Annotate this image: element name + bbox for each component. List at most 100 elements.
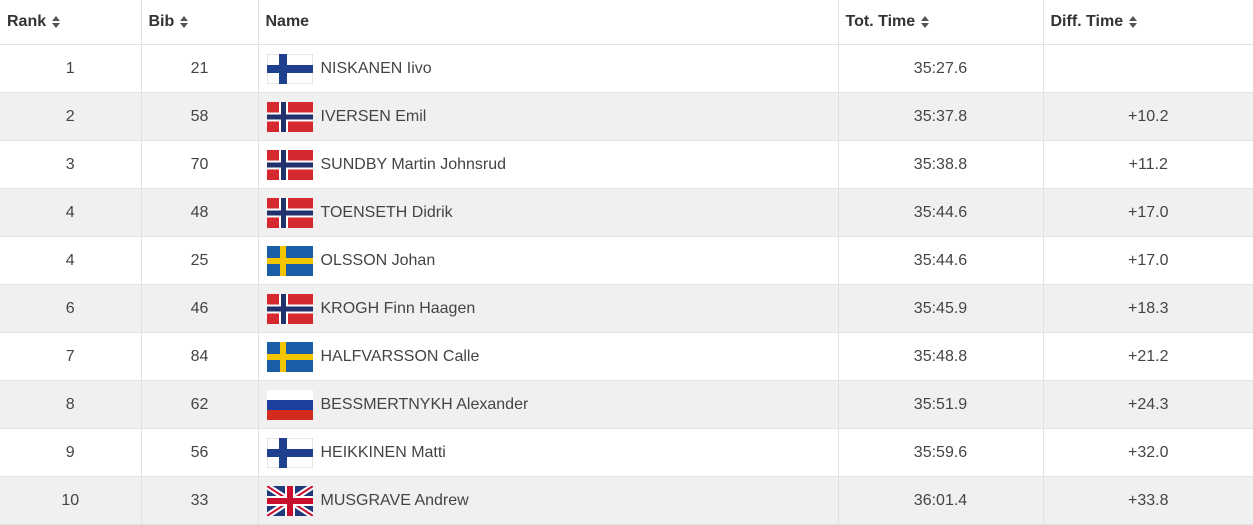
- country-flag: [267, 342, 313, 372]
- cell-text: 35:38.8: [913, 155, 968, 173]
- time-cell: 36:01.4: [838, 476, 1044, 525]
- bib-cell: 21: [141, 44, 259, 93]
- cell-text: 70: [190, 155, 209, 173]
- time-cell: 35:37.8: [838, 92, 1044, 141]
- column-header[interactable]: Diff. Time: [1043, 0, 1253, 45]
- time-cell: 35:59.6: [838, 428, 1044, 477]
- bib-cell: 48: [141, 188, 259, 237]
- diff-cell: +33.8: [1043, 476, 1253, 525]
- country-flag: [267, 198, 313, 228]
- table-body: 1 21 NISKANEN Iivo 35:27.6 2 58 IVERSEN Emil 35…: [0, 44, 1253, 525]
- time-cell: 35:27.6: [838, 44, 1044, 93]
- cell-text: +10.2: [1128, 107, 1169, 125]
- bib-cell: 33: [141, 476, 259, 525]
- cell-text: 1: [65, 59, 75, 77]
- cell-text: 58: [190, 107, 209, 125]
- sort-icon: [921, 15, 930, 28]
- time-cell: 35:38.8: [838, 140, 1044, 189]
- name-cell: TOENSETH Didrik: [258, 188, 839, 237]
- country-flag: [267, 54, 313, 84]
- sort-icon: [52, 15, 61, 28]
- cell-text: SUNDBY Martin Johnsrud: [320, 155, 507, 173]
- column-header[interactable]: Tot. Time: [838, 0, 1044, 45]
- rank-cell: 10: [0, 476, 142, 525]
- result-row: 4 48 TOENSETH Didrik 35:44.6 +17.0: [0, 188, 1253, 237]
- result-row: 9 56 HEIKKINEN Matti 35:59.6 +32.0: [0, 428, 1253, 477]
- time-cell: 35:44.6: [838, 236, 1044, 285]
- rank-cell: 7: [0, 332, 142, 381]
- result-row: 2 58 IVERSEN Emil 35:37.8 +10.2: [0, 92, 1253, 141]
- rank-cell: 3: [0, 140, 142, 189]
- result-row: 3 70 SUNDBY Martin Johnsrud 35:38.8 +11.2: [0, 140, 1253, 189]
- cell-text: Bib: [148, 13, 175, 30]
- cell-text: IVERSEN Emil: [320, 107, 427, 125]
- cell-text: 35:51.9: [913, 395, 968, 413]
- country-flag: [267, 390, 313, 420]
- header-row: Rank Bib Name Tot. Time Diff. Time: [0, 0, 1253, 45]
- cell-text: +17.0: [1128, 203, 1169, 221]
- column-header[interactable]: Bib: [141, 0, 259, 45]
- name-cell: MUSGRAVE Andrew: [258, 476, 839, 525]
- cell-text: 33: [190, 491, 209, 509]
- result-row: 1 21 NISKANEN Iivo 35:27.6: [0, 44, 1253, 93]
- cell-text: 8: [65, 395, 75, 413]
- column-header[interactable]: Rank: [0, 0, 142, 45]
- cell-text: +21.2: [1128, 347, 1169, 365]
- cell-text: KROGH Finn Haagen: [320, 299, 476, 317]
- country-flag: [267, 102, 313, 132]
- cell-text: HALFVARSSON Calle: [320, 347, 480, 365]
- country-flag: [267, 438, 313, 468]
- cell-text: 35:27.6: [913, 59, 968, 77]
- bib-cell: 62: [141, 380, 259, 429]
- cell-text: 46: [190, 299, 209, 317]
- cell-text: +32.0: [1128, 443, 1169, 461]
- name-cell: SUNDBY Martin Johnsrud: [258, 140, 839, 189]
- bib-cell: 46: [141, 284, 259, 333]
- cell-text: 35:48.8: [913, 347, 968, 365]
- name-cell: NISKANEN Iivo: [258, 44, 839, 93]
- cell-text: OLSSON Johan: [320, 251, 436, 269]
- cell-text: BESSMERTNYKH Alexander: [320, 395, 529, 413]
- diff-cell: +21.2: [1043, 332, 1253, 381]
- rank-cell: 4: [0, 188, 142, 237]
- cell-text: 62: [190, 395, 209, 413]
- result-row: 6 46 KROGH Finn Haagen 35:45.9 +18.3: [0, 284, 1253, 333]
- cell-text: 7: [65, 347, 75, 365]
- bib-cell: 70: [141, 140, 259, 189]
- diff-cell: +11.2: [1043, 140, 1253, 189]
- cell-text: 2: [65, 107, 75, 125]
- cell-text: 4: [65, 203, 75, 221]
- result-row: 10 33 MUSGRAVE Andrew 36:01.4 +33.8: [0, 476, 1253, 525]
- cell-text: 4: [65, 251, 75, 269]
- rank-cell: 1: [0, 44, 142, 93]
- cell-text: +24.3: [1128, 395, 1169, 413]
- rank-cell: 8: [0, 380, 142, 429]
- cell-text: +11.2: [1128, 155, 1168, 173]
- cell-text: 35:59.6: [913, 443, 968, 461]
- cell-text: 35:44.6: [913, 251, 968, 269]
- name-cell: HALFVARSSON Calle: [258, 332, 839, 381]
- cell-text: HEIKKINEN Matti: [320, 443, 446, 461]
- time-cell: 35:44.6: [838, 188, 1044, 237]
- cell-text: 10: [61, 491, 80, 509]
- name-cell: IVERSEN Emil: [258, 92, 839, 141]
- sort-icon: [1129, 15, 1138, 28]
- cell-text: 3: [65, 155, 75, 173]
- result-row: 7 84 HALFVARSSON Calle 35:48.8 +21.2: [0, 332, 1253, 381]
- diff-cell: +32.0: [1043, 428, 1253, 477]
- cell-text: +17.0: [1128, 251, 1169, 269]
- cell-text: MUSGRAVE Andrew: [320, 491, 469, 509]
- name-cell: OLSSON Johan: [258, 236, 839, 285]
- cell-text: 35:45.9: [913, 299, 968, 317]
- diff-cell: [1043, 44, 1253, 93]
- cell-text: 35:44.6: [913, 203, 968, 221]
- cell-text: NISKANEN Iivo: [320, 59, 432, 77]
- cell-text: Diff. Time: [1050, 13, 1124, 30]
- diff-cell: +10.2: [1043, 92, 1253, 141]
- country-flag: [267, 246, 313, 276]
- cell-text: 56: [190, 443, 209, 461]
- time-cell: 35:48.8: [838, 332, 1044, 381]
- cell-text: 35:37.8: [913, 107, 968, 125]
